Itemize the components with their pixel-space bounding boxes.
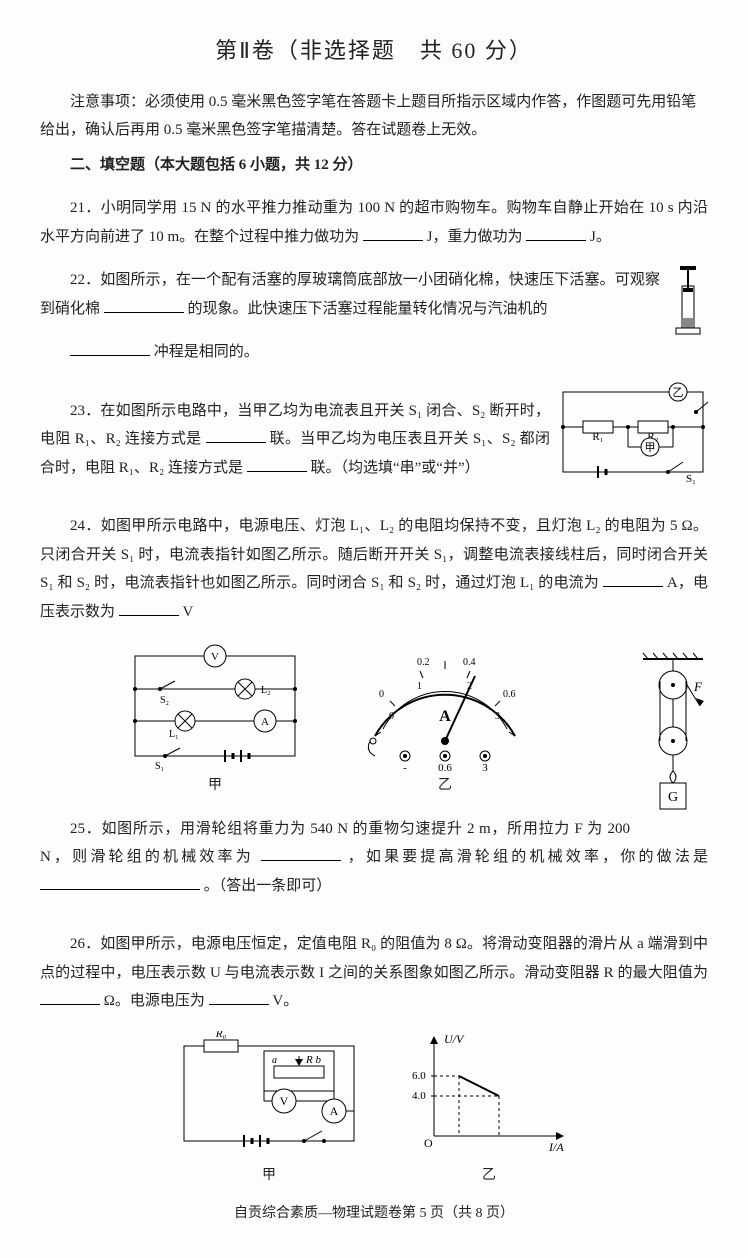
blank: [206, 427, 266, 443]
tick-0b: 0: [389, 711, 394, 722]
label-yi: 乙: [673, 386, 684, 399]
q24-text-c: V: [183, 604, 194, 620]
figure-circuit-24-jia: V S₂ L₂ L₁ A S₁: [125, 641, 305, 800]
term-06: 0.6: [438, 762, 452, 771]
figure-pulley: F G: [638, 651, 708, 821]
q21-text-b: J，重力做功为: [427, 229, 523, 245]
question-24: 24．如图甲所示电路中，电源电压、灯泡 L₁、L₂ 的电阻均保持不变，且灯泡 L…: [40, 512, 708, 626]
blank: [603, 571, 663, 587]
label-s1: S₁: [155, 761, 164, 771]
figure-graph-26-yi: U/V I/A O 6.0 4.0 乙: [404, 1031, 574, 1190]
q21-text-c: J。: [590, 229, 611, 245]
fig-label-jia: 甲: [174, 1163, 364, 1190]
q22-text-c: 冲程是相同的。: [154, 344, 259, 360]
ytick-6: 6.0: [412, 1070, 426, 1082]
label-rb: R b: [305, 1054, 321, 1066]
label-r1: R₁: [592, 431, 603, 443]
question-22: 22．如图所示，在一个配有活塞的厚玻璃筒底部放一小团硝化棉，快速压下活塞。可观察…: [40, 266, 708, 323]
tick-04: 0.4: [463, 657, 476, 668]
question-21: 21．小明同学用 15 N 的水平推力推动重为 100 N 的超市购物车。购物车…: [40, 194, 708, 251]
blank: [526, 225, 586, 241]
figure-piston-tube: [668, 266, 708, 336]
ylabel: U/V: [444, 1032, 465, 1046]
figure-row-26: R₀ a R b V A 甲: [40, 1031, 708, 1190]
blank: [104, 297, 184, 313]
label-jia: 甲: [645, 442, 656, 454]
blank: [247, 456, 307, 472]
q25-text-b: ，如果要提高滑轮组的机械效率，你的做法是: [348, 849, 708, 865]
label-f: F: [693, 679, 703, 694]
label-l1: L₁: [169, 729, 179, 740]
q22-text-b: 的现象。此快速压下活塞过程能量转化情况与汽油机的: [188, 301, 548, 317]
fig-label-jia: 甲: [125, 773, 305, 800]
tick-02: 0.2: [417, 657, 430, 668]
xlabel: I/A: [548, 1140, 564, 1154]
ammeter-icon: A: [330, 1104, 339, 1118]
ammeter-icon: A: [261, 716, 269, 728]
tick-1: 1: [417, 681, 422, 692]
label-r0: R₀: [215, 1031, 227, 1040]
term-minus: -: [403, 762, 407, 771]
notice-text: 注意事项：必须使用 0.5 毫米黑色签字笔在答题卡上题目所指示区域内作答，作图题…: [40, 88, 708, 145]
q25-text-c: 。（答出一条即可）: [204, 878, 332, 894]
tick-06: 0.6: [503, 689, 516, 700]
unit-a: A: [439, 708, 451, 725]
question-26: 26．如图甲所示，电源电压恒定，定值电阻 R₀ 的阻值为 8 Ω。将滑动变阻器的…: [40, 930, 708, 1016]
page-footer: 自贡综合素质—物理试题卷第 5 页（共 8 页）: [40, 1201, 708, 1228]
origin: O: [424, 1136, 433, 1150]
voltmeter-icon: V: [211, 651, 219, 663]
ytick-4: 4.0: [412, 1090, 426, 1102]
blank: [70, 340, 150, 356]
figure-row-24: V S₂ L₂ L₁ A S₁: [40, 641, 630, 800]
label-g: G: [668, 790, 678, 805]
q26-text-c: V。: [272, 993, 298, 1009]
label-a: a: [272, 1055, 277, 1066]
fig-label-yi: 乙: [345, 773, 545, 800]
blank: [363, 225, 423, 241]
blank: [119, 600, 179, 616]
blank: [209, 989, 269, 1005]
q26-text-a: 26．如图甲所示，电源电压恒定，定值电阻 R₀ 的阻值为 8 Ω。将滑动变阻器的…: [40, 936, 708, 981]
voltmeter-icon: V: [280, 1094, 289, 1108]
section-heading: 二、填空题（本大题包括 6 小题，共 12 分）: [40, 151, 708, 180]
q26-text-b: Ω。电源电压为: [104, 993, 205, 1009]
page-title: 第Ⅱ卷（非选择题 共 60 分）: [40, 30, 708, 72]
question-25: 25．如图所示，用滑轮组将重力为 540 N 的重物匀速提升 2 m，所用拉力 …: [40, 815, 708, 901]
label-s1: S₁: [686, 473, 696, 485]
blank: [40, 989, 100, 1005]
term-3: 3: [482, 762, 488, 771]
label-s2: S₂: [160, 695, 169, 706]
figure-circuit-26-jia: R₀ a R b V A 甲: [174, 1031, 364, 1190]
blank: [40, 874, 200, 890]
fig-label-yi: 乙: [404, 1163, 574, 1190]
tick-0a: 0: [379, 689, 384, 700]
q23-text-c: 联。（均选填“串”或“并”）: [310, 460, 479, 476]
figure-circuit-23: 乙 S₂ R₁ R₂ 甲 S₁: [558, 382, 708, 492]
question-22-line2: 冲程是相同的。: [40, 338, 708, 367]
tick-3: 3: [495, 711, 500, 722]
label-l2: L₂: [261, 685, 271, 696]
figure-ammeter-24-yi: 0 0.2 0.4 0.6 0 1 2 3 A - 0.6 3 乙: [345, 641, 545, 800]
blank: [261, 845, 341, 861]
